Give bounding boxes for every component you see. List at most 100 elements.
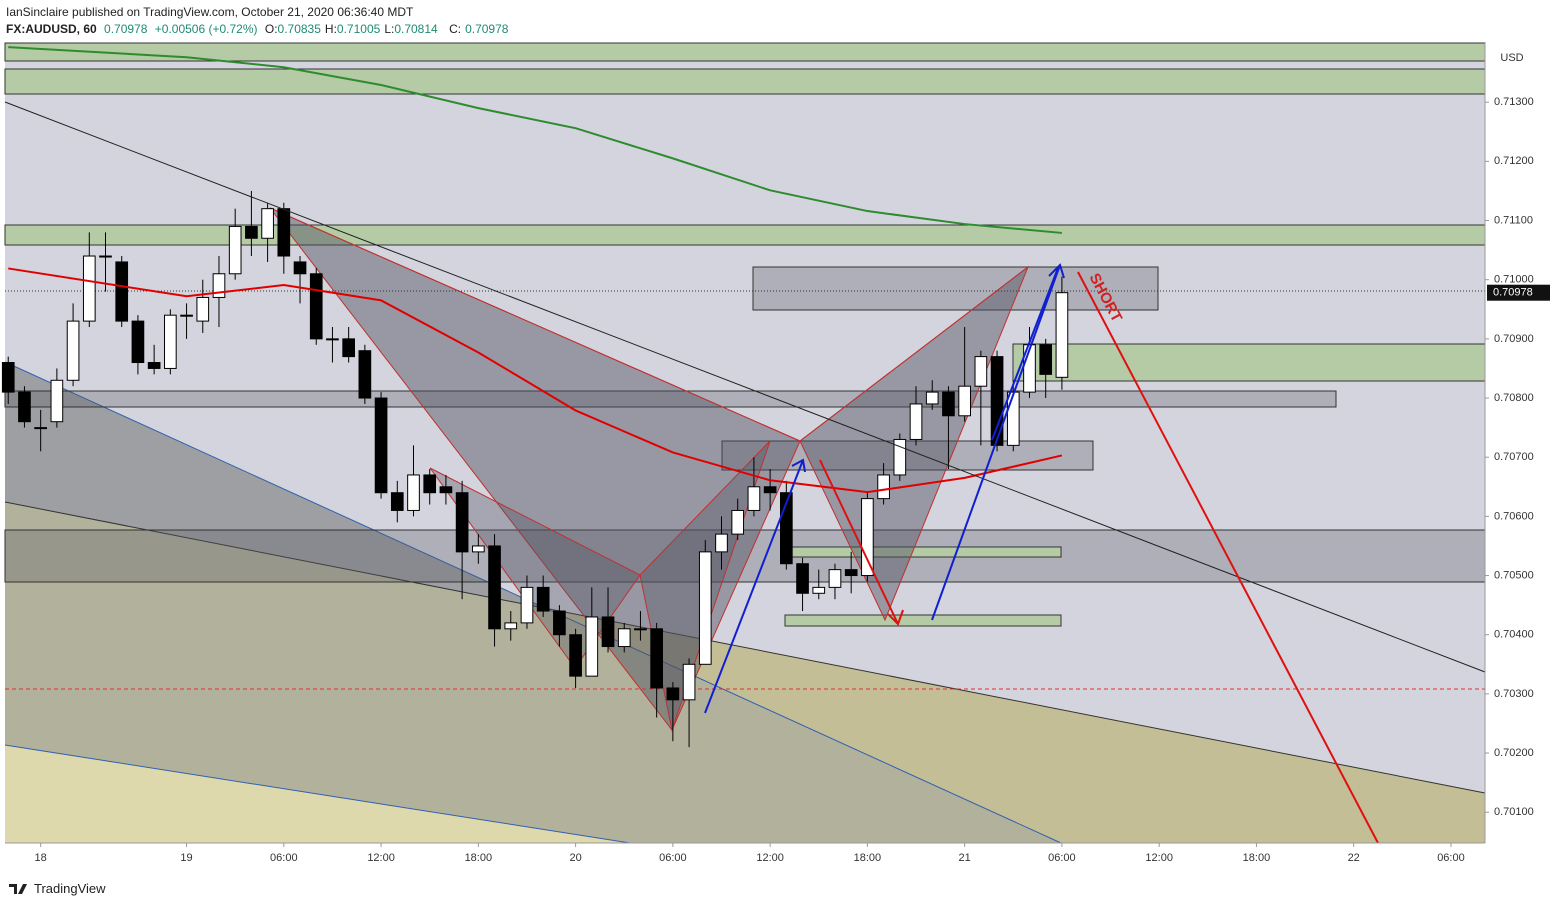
arrow-head xyxy=(1048,263,1065,279)
candle-body xyxy=(1,362,15,393)
candle-body xyxy=(309,273,323,340)
ohlc-label: L: xyxy=(384,22,395,36)
ohlc-value: 0.70835 xyxy=(277,22,321,36)
x-tick-label: 06:00 xyxy=(270,852,298,864)
candle-body xyxy=(504,622,518,630)
price-axis xyxy=(1485,43,1550,843)
candle-body xyxy=(747,486,761,511)
x-tick-label: 18:00 xyxy=(465,852,493,864)
candle-body xyxy=(682,663,696,701)
change: +0.00506 (+0.72%) xyxy=(154,22,258,36)
overlay-lines xyxy=(8,46,1063,494)
axes: 0.70100 0.70200 0.70300 0.70400 0.70500 0.706… xyxy=(35,96,1550,864)
candle-body xyxy=(780,492,793,565)
y-tick-label: 0.70900 xyxy=(1494,333,1534,345)
candle-body xyxy=(196,296,210,322)
candle-body xyxy=(536,586,550,612)
zone xyxy=(4,68,1486,95)
projection-line xyxy=(1077,271,1379,844)
candle-body xyxy=(342,338,355,358)
y-tick-label: 0.71300 xyxy=(1494,96,1534,108)
candle-body xyxy=(293,261,307,275)
footer: TradingView xyxy=(8,881,106,896)
candle-body xyxy=(261,208,274,239)
candle-body xyxy=(407,474,420,511)
candle-body xyxy=(18,391,31,423)
candle-body xyxy=(877,474,890,500)
candle-body xyxy=(698,551,712,665)
candle-body xyxy=(1055,292,1069,378)
x-tick-label: 12:00 xyxy=(1145,852,1173,864)
ohlc-value: 0.70814 xyxy=(394,22,438,36)
x-tick-label: 06:00 xyxy=(1048,852,1076,864)
candle-body xyxy=(942,391,955,417)
candle-body xyxy=(715,533,728,553)
x-tick-label: 19 xyxy=(180,852,192,864)
candle-body xyxy=(164,314,177,369)
ohlc-value: 0.70978 xyxy=(465,22,509,36)
candle-body xyxy=(115,261,129,322)
candle-body xyxy=(472,545,485,553)
zone xyxy=(5,502,1485,843)
candle-body xyxy=(50,379,64,423)
last-price-badge xyxy=(1487,284,1550,301)
zone xyxy=(721,440,1094,471)
ohlc-value: 0.71005 xyxy=(336,22,381,36)
zone xyxy=(784,546,1062,558)
candle-body xyxy=(958,385,971,417)
x-tick-label: 12:00 xyxy=(367,852,395,864)
candle-body xyxy=(147,362,161,369)
candle-body xyxy=(634,628,647,631)
candle-body xyxy=(925,391,939,405)
candle-body xyxy=(82,255,96,322)
symbol-row: FX:AUDUSD, 60 0.70978 +0.00506 (+0.72%) … xyxy=(6,21,512,38)
symbol: FX:AUDUSD, 60 xyxy=(6,22,97,36)
currency-label: USD xyxy=(1500,52,1523,64)
candle-body xyxy=(326,338,339,341)
x-tick-label: 18 xyxy=(35,852,47,864)
y-tick-label: 0.70700 xyxy=(1494,451,1534,463)
zone xyxy=(1012,343,1486,382)
candle-body xyxy=(520,586,534,624)
candle-body xyxy=(131,320,145,364)
candle-body xyxy=(277,208,291,257)
candle-body xyxy=(34,427,47,430)
candle-body xyxy=(390,492,404,511)
x-tick-label: 06:00 xyxy=(659,852,687,864)
zone xyxy=(4,42,1486,62)
candle-body xyxy=(650,628,663,689)
candle-body xyxy=(455,492,469,553)
moving-average xyxy=(8,46,1063,234)
y-tick-label: 0.70600 xyxy=(1494,510,1534,522)
candle-body xyxy=(763,486,777,494)
y-tick-label: 0.70300 xyxy=(1494,688,1534,700)
candle-body xyxy=(228,225,242,275)
ohlc: O:0.70835 H:0.71005 L:0.70814 xyxy=(265,22,442,36)
time-axis xyxy=(0,843,1550,871)
y-tick-label: 0.70500 xyxy=(1494,569,1534,581)
trend-line xyxy=(4,501,1486,794)
x-tick-label: 12:00 xyxy=(756,852,784,864)
arrow xyxy=(991,267,1059,441)
candle-body xyxy=(861,498,874,577)
x-tick-label: 18:00 xyxy=(854,852,882,864)
candle-body xyxy=(828,569,842,588)
candle-body xyxy=(99,255,112,258)
y-tick-label: 0.70200 xyxy=(1494,747,1534,759)
candle-body xyxy=(990,356,1004,446)
x-tick-label: 18:00 xyxy=(1243,852,1271,864)
y-tick-label: 0.71000 xyxy=(1494,274,1534,286)
arrow xyxy=(819,459,899,625)
candle-body xyxy=(569,634,582,677)
ohlc-label: H: xyxy=(324,22,337,36)
candle-body xyxy=(423,474,437,494)
zone xyxy=(752,266,1159,311)
candle-body xyxy=(796,563,809,594)
candle-body xyxy=(245,225,258,239)
candle-body xyxy=(601,616,615,648)
y-tick-label: 0.71100 xyxy=(1494,214,1533,226)
zone xyxy=(4,224,1486,246)
candle-body xyxy=(374,397,388,494)
arrow xyxy=(931,264,1061,621)
